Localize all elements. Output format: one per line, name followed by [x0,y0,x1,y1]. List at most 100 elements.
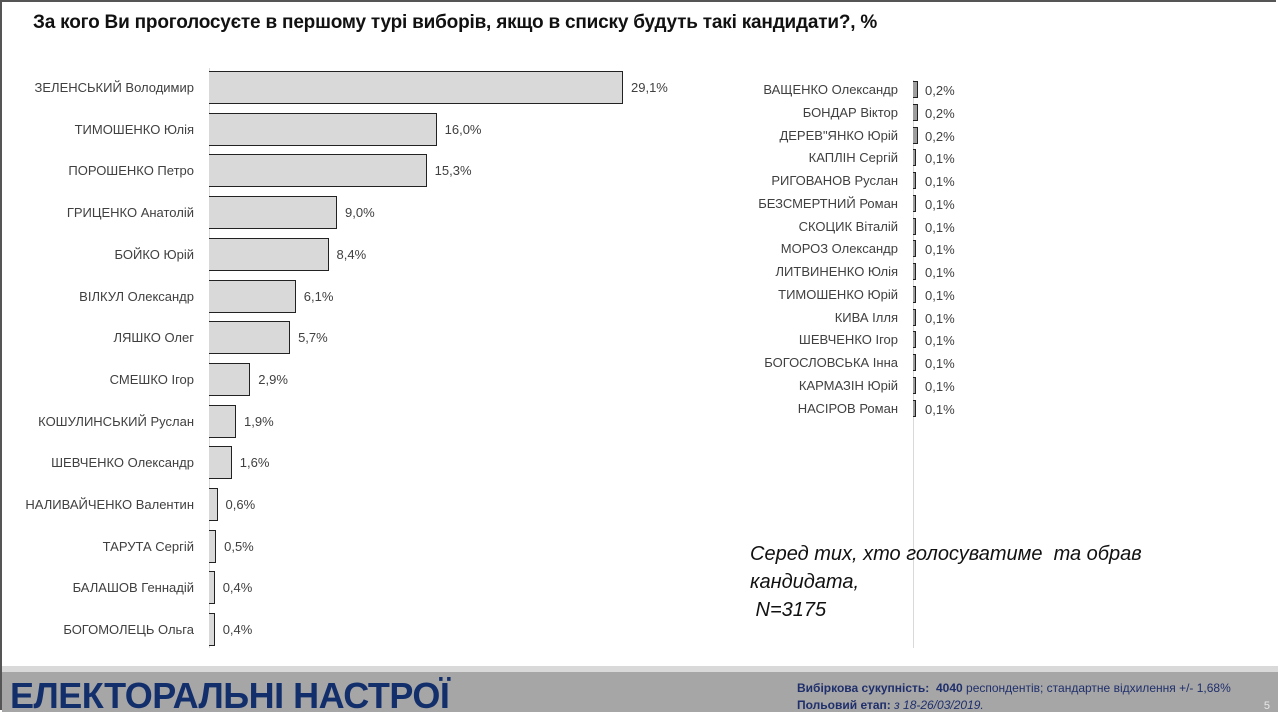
candidate-label: ШЕВЧЕНКО Олександр [51,455,194,471]
bar [913,399,916,417]
candidate-label: КИВА Ілля [834,309,898,325]
value-label: 0,4% [222,622,253,638]
bar-row: ГРИЦЕНКО Анатолій 9,0% [0,196,700,230]
bar-row: СМЕШКО Ігор 2,9% [0,362,700,397]
bar [913,240,916,258]
sample-rest: респондентів; стандартне відхилення +/- … [966,681,1231,695]
bar-row: БАЛАШОВ Геннадій 0,4% [0,571,700,605]
candidate-label: ЛИТВИНЕНКО Юлія [775,264,899,279]
note-line-1: Серед тих, хто голосуватиме та обрав [750,543,1142,565]
bar-row: БОЙКО Юрій 8,4% [0,237,700,272]
bar-row: ЛЯШКО Олег 5,7% [0,321,700,355]
value-label: 8,4% [336,246,367,262]
bar-row: ШЕВЧЕНКО Олександр 1,6% [0,446,700,480]
bar-row: КАРМАЗІН Юрій 0,1% [700,376,1000,396]
bar [209,571,215,605]
sample-label: Вибіркова сукупність: [797,681,930,695]
candidate-label: СКОЦИК Віталій [798,218,898,234]
value-label: 9,0% [345,205,375,221]
value-label: 0,1% [925,151,955,167]
bar-row: ВІЛКУЛ Олександр 6,1% [0,279,700,314]
candidate-label: ТИМОШЕНКО Юлія [74,121,194,137]
value-label: 0,1% [925,219,955,235]
bar [209,529,217,563]
candidate-label: ТИМОШЕНКО Юрій [778,286,898,302]
bar [209,613,215,647]
bar-row: ТАРУТА Сергій 0,5% [0,529,700,564]
value-label: 1,6% [239,455,270,471]
bar [209,362,251,396]
chart-title: За кого Ви проголосуєте в першому турі в… [33,12,878,33]
bar [209,154,427,188]
bar [913,103,918,121]
bar-row: ЛИТВИНЕНКО Юлія 0,1% [700,262,1000,282]
candidate-label: НАЛИВАЙЧЕНКО Валентин [25,497,194,512]
bar-row: КАПЛІН Сергій 0,1% [700,148,1000,168]
bar [913,376,916,394]
candidate-label: СМЕШКО Ігор [109,371,194,387]
value-label: 1,9% [244,413,274,429]
bar [913,126,918,144]
value-label: 5,7% [298,330,328,346]
survey-meta: Вибіркова сукупність: 4040 респондентів;… [797,680,1231,714]
candidate-label: ПОРОШЕНКО Петро [68,163,194,179]
bar [913,81,918,98]
value-label: 0,1% [925,356,955,371]
page-number: 5 [1263,700,1270,712]
bar [209,321,291,355]
candidate-label: ШЕВЧЕНКО Ігор [798,332,898,348]
candidate-label: ВІЛКУЛ Олександр [79,288,194,304]
bar-row: МОРОЗ Олександр 0,1% [700,239,1000,259]
value-label: 0,1% [925,174,955,189]
field-period-line: Польовий етап: з 18-26/03/2019. [797,697,1231,714]
candidate-label: КАПЛІН Сергій [808,150,898,166]
value-label: 15,3% [434,163,472,179]
bar-row: СКОЦИК Віталій 0,1% [700,217,1000,237]
bar [913,263,916,280]
value-label: 0,1% [925,401,955,417]
bar [913,172,916,189]
bar-row: ПОРОШЕНКО Петро 15,3% [0,154,700,188]
bar-row: РИГОВАНОВ Руслан 0,1% [700,171,1000,191]
bar-row: НАСІРОВ Роман 0,1% [700,399,1000,419]
value-label: 0,1% [925,242,955,258]
bar [209,112,437,146]
bar-row: КОШУЛИНСЬКИЙ Руслан 1,9% [0,404,700,439]
note-line-2: кандидата, [750,571,860,593]
value-label: 29,1% [631,80,668,95]
candidate-label: КАРМАЗІН Юрій [798,377,898,393]
candidate-label: ГРИЦЕНКО Анатолій [66,205,194,221]
sample-size-line: Вибіркова сукупність: 4040 респондентів;… [797,680,1231,697]
sample-value: 4040 [935,681,963,695]
candidate-label: РИГОВАНОВ Руслан [771,173,898,188]
brand-title: ЕЛЕКТОРАЛЬНІ НАСТРОЇ [10,675,450,716]
bar-row: КИВА Ілля 0,1% [700,308,1000,328]
candidate-label: БОЙКО Юрій [114,246,194,262]
bar-row: ЗЕЛЕНСЬКИЙ Володимир 29,1% [0,71,700,105]
bar-row: ТИМОШЕНКО Юлія 16,0% [0,112,700,147]
bar-row: БЕЗСМЕРТНИЙ Роман 0,1% [700,194,1000,214]
candidate-label: НАСІРОВ Роман [797,400,898,416]
bar [209,404,237,438]
bar [209,237,329,271]
value-label: 0,1% [925,378,955,394]
value-label: 0,2% [925,128,955,144]
value-label: 6,1% [303,288,334,304]
bar-row: ДЕРЕВ"ЯНКО Юрій 0,2% [700,126,1000,146]
value-label: 0,1% [925,287,955,303]
bar-row: ТИМОШЕНКО Юрій 0,1% [700,285,1000,305]
candidate-label: МОРОЗ Олександр [780,241,898,257]
bar-row: БОНДАР Віктор 0,2% [700,103,1000,123]
value-label: 0,1% [925,333,955,349]
left-chart-axis [209,68,210,648]
footer-bar: ЕЛЕКТОРАЛЬНІ НАСТРОЇ Вибіркова сукупніст… [2,672,1278,716]
bar [913,217,916,235]
bar-row: ШЕВЧЕНКО Ігор 0,1% [700,330,1000,350]
value-label: 0,4% [222,580,253,596]
bar [913,331,916,349]
value-label: 0,2% [925,105,955,121]
value-label: 0,5% [224,538,254,554]
value-label: 0,1% [925,196,955,212]
bar [913,149,916,167]
